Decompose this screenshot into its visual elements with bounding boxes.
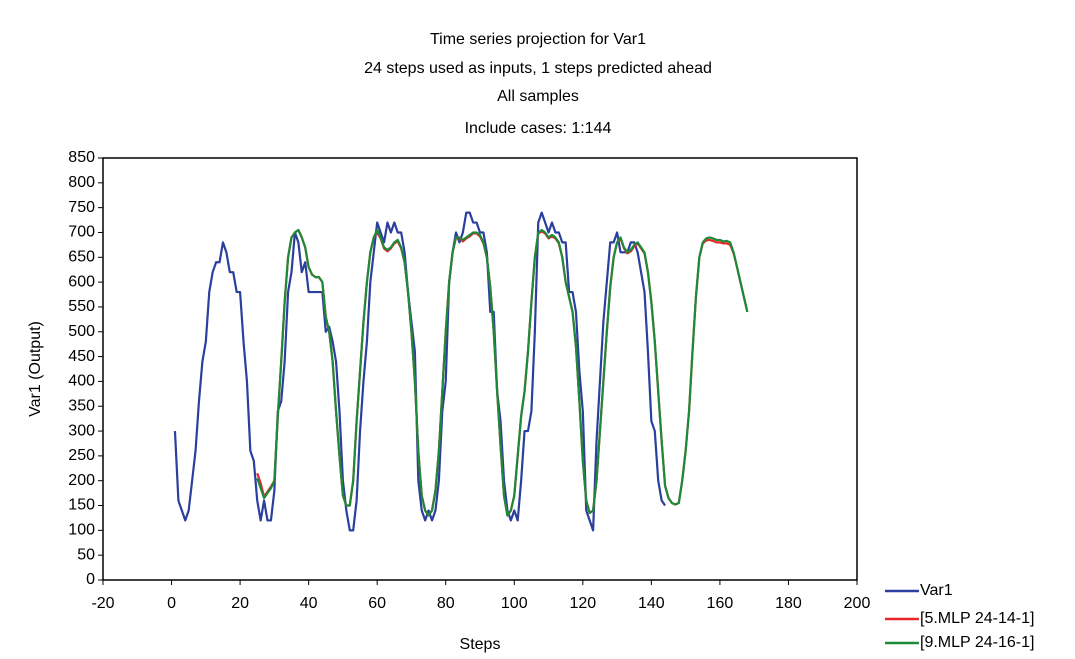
y-tick-label: 550 xyxy=(68,298,95,315)
x-tick-label: 160 xyxy=(707,595,734,612)
y-tick-label: 600 xyxy=(68,273,95,290)
x-tick-label: 60 xyxy=(368,595,386,612)
chart-title: Time series projection for Var1 xyxy=(430,31,646,48)
x-tick-label: 80 xyxy=(437,595,455,612)
y-tick-label: 300 xyxy=(68,422,95,439)
y-tick-label: 400 xyxy=(68,373,95,390)
x-tick-label: 180 xyxy=(775,595,802,612)
x-tick-label: 120 xyxy=(569,595,596,612)
x-tick-label: 0 xyxy=(167,595,176,612)
x-tick-label: 20 xyxy=(231,595,249,612)
y-tick-label: 350 xyxy=(68,397,95,414)
legend-label: [9.MLP 24-16-1] xyxy=(920,634,1034,651)
x-tick-label: -20 xyxy=(91,595,114,612)
legend-label: Var1 xyxy=(920,582,953,599)
chart-subtitle: 24 steps used as inputs, 1 steps predict… xyxy=(364,60,712,77)
y-tick-label: 50 xyxy=(77,546,95,563)
x-tick-label: 200 xyxy=(844,595,871,612)
y-tick-label: 450 xyxy=(68,348,95,365)
plot-frame xyxy=(102,157,858,581)
x-tick-label: 140 xyxy=(638,595,665,612)
y-tick-label: 700 xyxy=(68,224,95,241)
x-axis-label: Steps xyxy=(460,636,501,653)
y-tick-label: 0 xyxy=(86,571,95,588)
x-tick-label: 100 xyxy=(501,595,528,612)
y-tick-label: 200 xyxy=(68,472,95,489)
y-tick-label: 650 xyxy=(68,249,95,266)
y-tick-label: 150 xyxy=(68,497,95,514)
x-tick-label: 40 xyxy=(300,595,318,612)
legend-label: [5.MLP 24-14-1] xyxy=(920,610,1034,627)
y-tick-label: 500 xyxy=(68,323,95,340)
series-line xyxy=(173,211,666,532)
y-tick-label: 750 xyxy=(68,199,95,216)
y-tick-label: 250 xyxy=(68,447,95,464)
y-tick-label: 800 xyxy=(68,174,95,191)
annotation: Include cases: 1:144 xyxy=(465,120,612,137)
y-axis-label: Var1 (Output) xyxy=(27,321,44,417)
chart-subtitle: All samples xyxy=(497,88,579,105)
y-tick-label: 850 xyxy=(68,149,95,166)
series-line xyxy=(256,228,749,517)
y-tick-label: 100 xyxy=(68,522,95,539)
